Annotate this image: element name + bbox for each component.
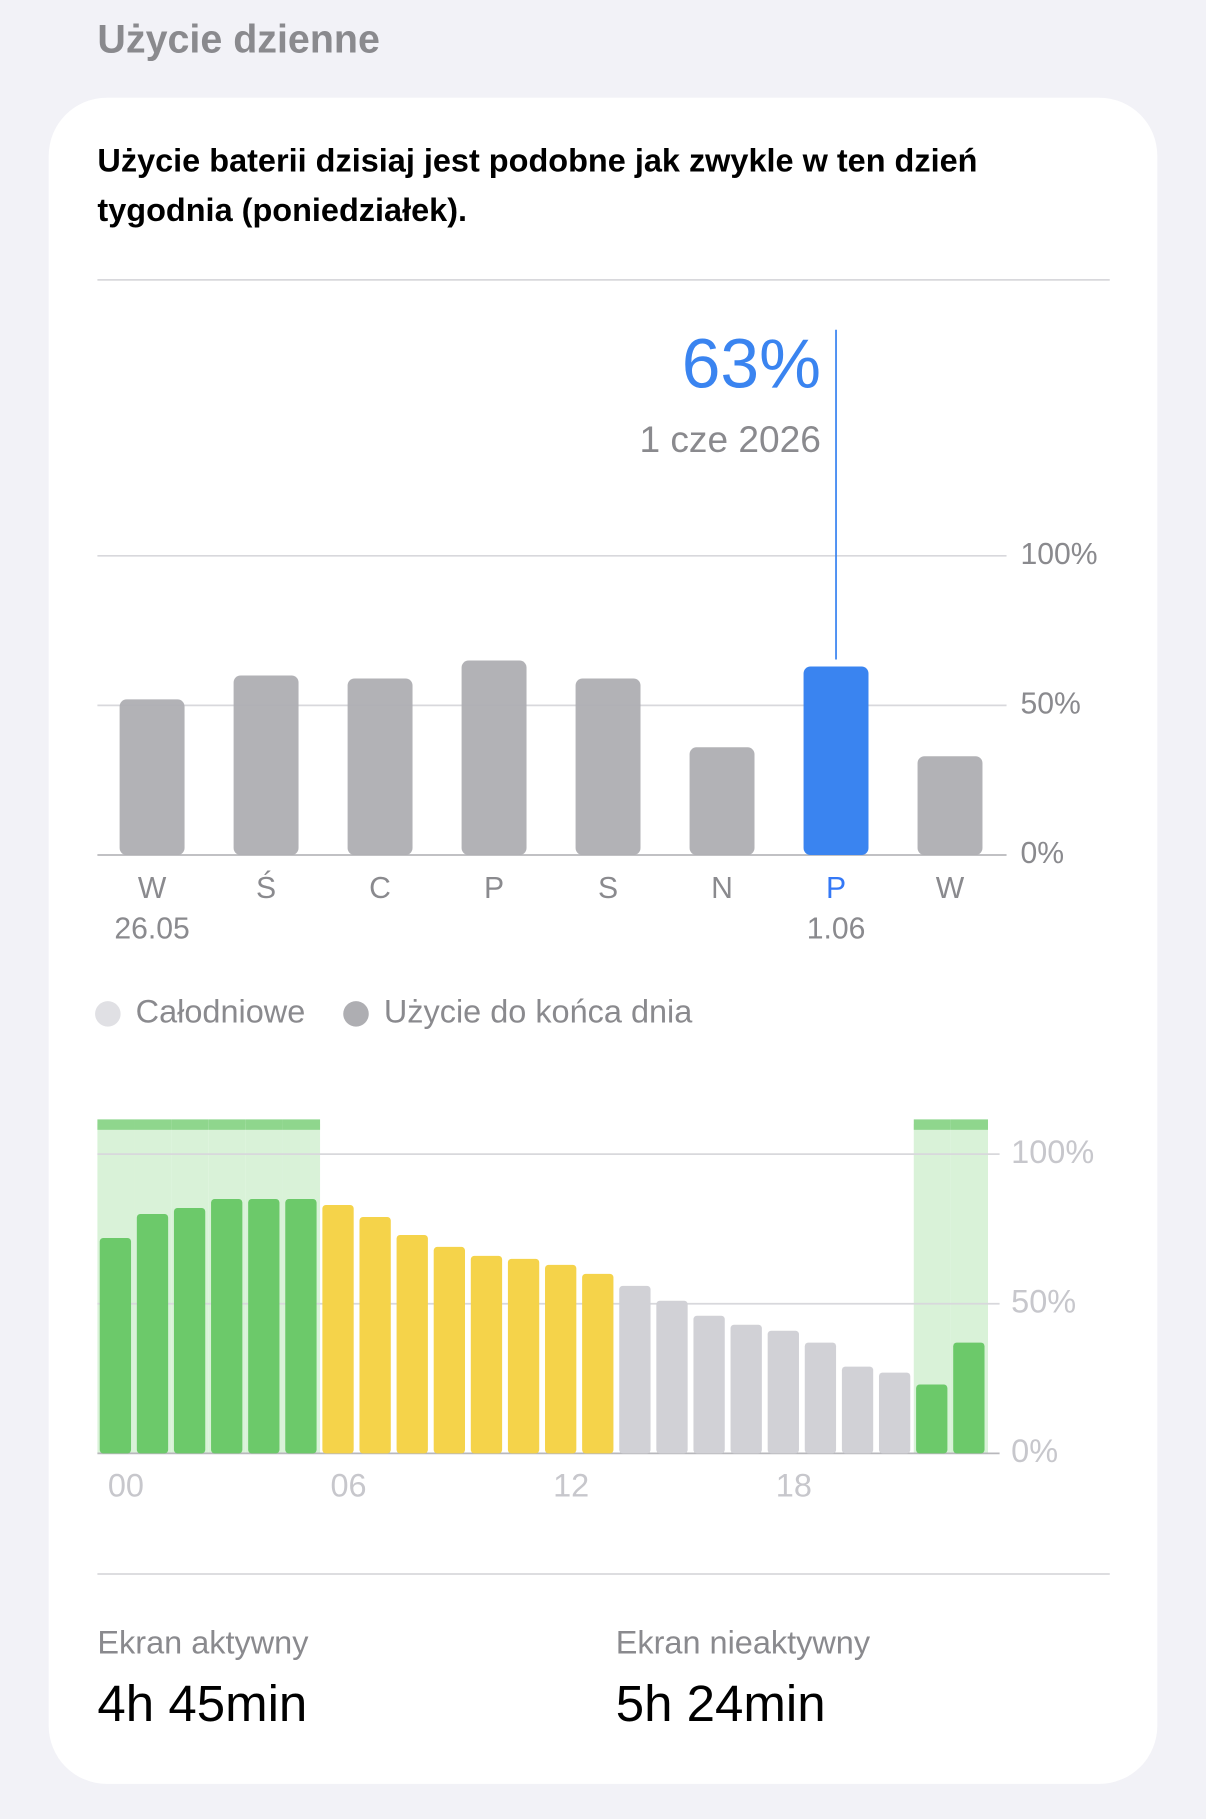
- x-sublabel: 1.06: [807, 912, 866, 945]
- bar: [507, 1258, 540, 1454]
- bar: [575, 678, 641, 855]
- x-tick-label: S: [598, 872, 618, 905]
- callout-date: 1 cze 2026: [639, 418, 820, 460]
- bar: [322, 1205, 354, 1454]
- card: [48, 97, 1158, 1784]
- section-title: Użycie dzienne: [97, 18, 380, 62]
- charging-strip: [208, 1119, 246, 1130]
- x-tick-label: 00: [108, 1468, 144, 1504]
- bar: [285, 1199, 317, 1454]
- y-tick-label: 100%: [1011, 1134, 1094, 1170]
- charging-strip: [282, 1119, 321, 1130]
- bar: [99, 1237, 132, 1454]
- bar: [693, 1315, 725, 1454]
- x-tick-label: C: [369, 872, 391, 905]
- bar: [233, 675, 299, 855]
- y-tick-label: 0%: [1011, 1433, 1058, 1469]
- x-tick-label: W: [138, 872, 167, 905]
- bar: [545, 1264, 577, 1454]
- x-sublabel: 26.05: [114, 912, 189, 945]
- y-tick-label: 50%: [1011, 1283, 1076, 1319]
- bar: [359, 1217, 391, 1454]
- charging-strip: [134, 1119, 172, 1130]
- bar: [804, 1342, 837, 1454]
- legend-swatch: [343, 1001, 369, 1027]
- stat-label: Ekran nieaktywny: [616, 1624, 871, 1660]
- bar: [916, 1384, 948, 1454]
- charging-strip: [97, 1119, 135, 1130]
- legend-label: Użycie do końca dnia: [384, 993, 693, 1029]
- x-tick-label: Ś: [256, 871, 276, 905]
- message: tygodnia (poniedziałek).: [97, 192, 467, 228]
- bar: [470, 1255, 503, 1454]
- x-tick-label: W: [936, 872, 965, 905]
- bar: [767, 1330, 799, 1454]
- bar: [136, 1214, 169, 1454]
- bar: [953, 1342, 985, 1454]
- legend-swatch: [95, 1001, 121, 1027]
- x-tick-label: 06: [330, 1468, 366, 1504]
- bar: [878, 1372, 911, 1454]
- bar: [689, 747, 755, 855]
- y-tick-label: 50%: [1020, 687, 1080, 720]
- charging-strip: [171, 1119, 209, 1130]
- legend-label: Całodniowe: [136, 993, 306, 1029]
- x-tick-label: 12: [553, 1468, 589, 1504]
- stat-label: Ekran aktywny: [97, 1624, 309, 1660]
- bar: [119, 699, 185, 855]
- bar: [396, 1234, 428, 1454]
- x-tick-label: 18: [776, 1468, 812, 1504]
- bar: [433, 1246, 466, 1454]
- x-tick-label: P: [484, 872, 504, 905]
- callout-value: 63%: [682, 324, 821, 402]
- message: Użycie baterii dzisiaj jest podobne jak …: [97, 142, 977, 178]
- bar: [656, 1300, 688, 1454]
- bar: [803, 666, 869, 855]
- bar: [347, 678, 413, 855]
- charging-strip: [913, 1119, 951, 1130]
- bar: [730, 1324, 762, 1454]
- x-tick-label: P: [826, 872, 846, 905]
- x-tick-label: N: [711, 872, 733, 905]
- bar: [173, 1208, 206, 1454]
- bar: [917, 756, 983, 855]
- stat-value: 4h 45min: [97, 1675, 307, 1732]
- y-tick-label: 0%: [1020, 837, 1064, 870]
- y-tick-label: 100%: [1020, 538, 1097, 571]
- bar: [248, 1199, 280, 1454]
- charging-strip: [950, 1119, 988, 1130]
- bar: [211, 1199, 243, 1454]
- bar: [582, 1273, 614, 1454]
- bar: [461, 660, 527, 855]
- bar: [619, 1285, 651, 1454]
- charging-strip: [245, 1119, 283, 1130]
- stat-value: 5h 24min: [616, 1675, 826, 1732]
- bar: [841, 1366, 874, 1454]
